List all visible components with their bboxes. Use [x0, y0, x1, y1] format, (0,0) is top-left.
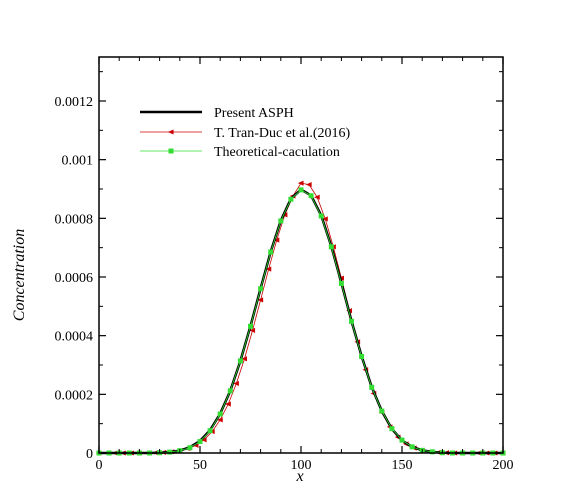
data-point-theoretical — [328, 244, 334, 250]
x-axis-title: x — [295, 468, 303, 485]
data-point-theoretical — [369, 384, 375, 390]
data-point-theoretical — [278, 218, 284, 224]
data-point-theoretical — [288, 196, 294, 202]
legend-label: Present ASPH — [214, 106, 294, 121]
data-point-theoretical — [359, 353, 365, 359]
data-point-tran-duc — [313, 194, 320, 200]
data-point-tran-duc — [249, 327, 256, 333]
legend: Present ASPH T. Tran-Duc et al.(2016) Theo… — [140, 106, 351, 160]
data-point-theoretical — [389, 426, 395, 432]
legend-label: T. Tran-Duc et al.(2016) — [214, 126, 351, 141]
data-point-tran-duc — [305, 182, 312, 188]
series-line-theoretical — [99, 189, 503, 454]
y-tick-label: 0.001 — [62, 154, 94, 169]
data-point-theoretical — [308, 193, 314, 199]
data-point-theoretical — [399, 437, 405, 443]
y-tick-label: 0.0012 — [55, 95, 94, 110]
data-point-theoretical — [217, 411, 223, 417]
y-tick-label: 0.0002 — [55, 388, 94, 403]
series-line-present-asph — [99, 188, 503, 455]
data-point-tran-duc — [297, 180, 304, 186]
axes: 0 50 100 150 200 0 0.0002 0.0004 0.0006 0.0008 0.0… — [55, 56, 514, 473]
x-tick-label: 100 — [291, 458, 312, 473]
y-tick-label: 0.0006 — [55, 271, 94, 286]
series-line-tran-duc — [99, 182, 503, 454]
data-point-tran-duc — [225, 401, 231, 407]
y-axis-title: Concentration — [11, 229, 28, 321]
legend-label: Theoretical-caculation — [214, 145, 340, 160]
y-tick-label: 0.0008 — [55, 212, 94, 227]
data-point-theoretical — [197, 439, 203, 445]
data-point-theoretical — [207, 428, 213, 434]
data-point-theoretical — [268, 249, 274, 255]
data-point-theoretical — [409, 444, 415, 450]
data-point-tran-duc — [241, 356, 247, 362]
data-point-tran-duc — [322, 216, 328, 222]
x-tick-label: 0 — [96, 458, 103, 473]
data-point-theoretical — [227, 388, 233, 394]
legend-marker-theoretical — [168, 148, 174, 154]
data-point-theoretical — [338, 280, 344, 286]
x-tick-label: 50 — [193, 458, 207, 473]
plot-frame — [98, 56, 504, 454]
data-point-theoretical — [349, 318, 354, 324]
data-point-theoretical — [258, 286, 264, 292]
data-point-tran-duc — [233, 380, 239, 387]
data-point-theoretical — [379, 408, 385, 414]
data-point-theoretical — [248, 323, 253, 329]
data-point-tran-duc — [257, 297, 264, 303]
data-point-tran-duc — [265, 266, 272, 272]
y-tick-label: 0 — [86, 447, 93, 462]
data-point-tran-duc — [273, 237, 280, 243]
x-tick-label: 200 — [493, 458, 514, 473]
data-point-tran-duc — [217, 417, 223, 423]
data-point-theoretical — [318, 213, 324, 219]
y-tick-label: 0.0004 — [55, 330, 94, 345]
data-point-theoretical — [429, 449, 435, 455]
legend-marker-tran-duc — [167, 129, 174, 135]
data-point-theoretical — [187, 445, 193, 451]
x-tick-label: 150 — [392, 458, 413, 473]
data-point-theoretical — [298, 187, 304, 193]
data-point-theoretical — [167, 449, 173, 455]
data-point-tran-duc — [200, 437, 207, 443]
plot-area — [95, 180, 506, 456]
data-point-theoretical — [237, 358, 243, 364]
